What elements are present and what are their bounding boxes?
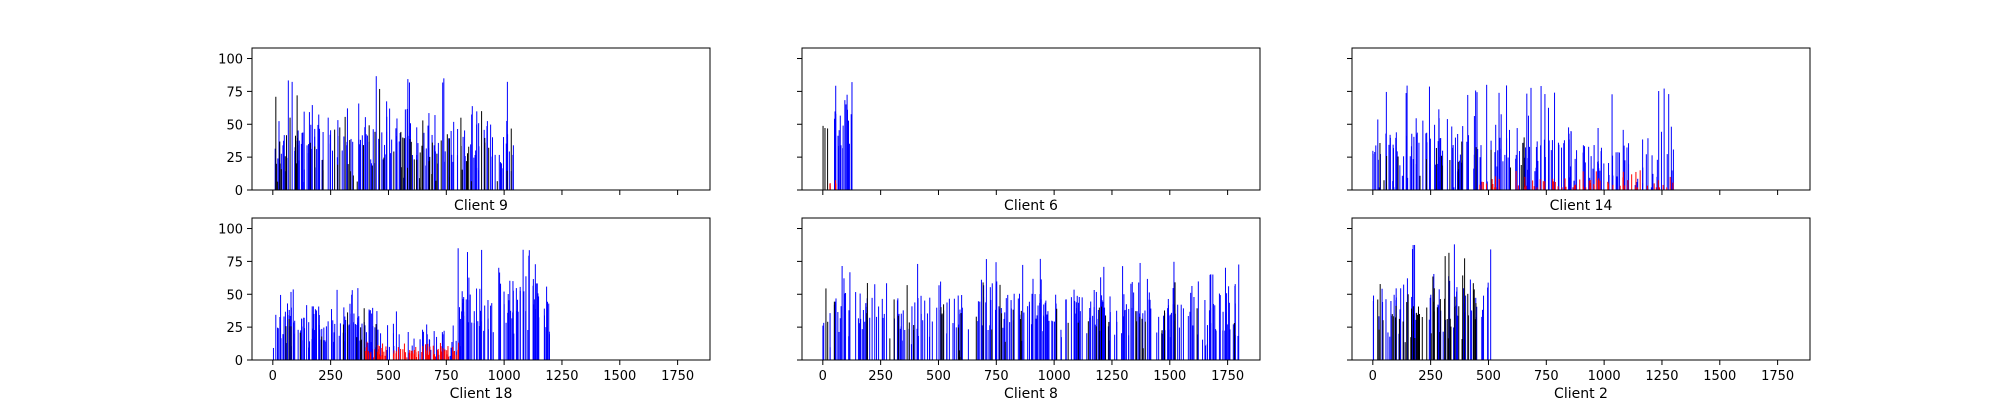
x-tick-label: 1750 — [1761, 369, 1794, 384]
bar-group — [1372, 84, 1674, 190]
x-tick-label: 1250 — [1645, 369, 1678, 384]
bar-group — [822, 258, 1240, 360]
x-tick-label: 500 — [926, 369, 951, 384]
axes-frame — [801, 47, 1261, 191]
panel-title: Client 9 — [454, 198, 508, 214]
x-tick-label: 1250 — [1095, 369, 1128, 384]
x-tick-label: 1750 — [1211, 369, 1244, 384]
x-tick-label: 0 — [269, 369, 277, 384]
x-tick-label: 0 — [819, 369, 827, 384]
y-tick-label: 75 — [226, 85, 243, 100]
bar-group — [1372, 244, 1492, 360]
y-tick-label: 100 — [218, 53, 243, 68]
chart-panel: 0 250 500 750 1000 1250 1500 1750 Client 8 — [797, 217, 1261, 400]
bar-group — [272, 248, 550, 360]
x-tick-label: 750 — [434, 369, 459, 384]
x-tick-label: 500 — [1476, 369, 1501, 384]
x-tick-label: 1000 — [1038, 369, 1071, 384]
y-tick-label: 50 — [226, 288, 243, 303]
x-tick-label: 1750 — [661, 369, 694, 384]
x-tick-label: 250 — [318, 369, 343, 384]
chart-panel: 0 25 50 75 100 Client 9 — [218, 47, 711, 214]
x-tick-label: 1250 — [545, 369, 578, 384]
x-tick-label: 1500 — [603, 369, 636, 384]
panel-title: Client 18 — [450, 386, 513, 400]
panel-title: Client 2 — [1554, 386, 1608, 400]
x-tick-label: 750 — [1534, 369, 1559, 384]
chart-panels: 0 25 50 75 100 Client 9 Client 6 Client 14 0 25 50… — [218, 47, 1811, 400]
x-tick-label: 250 — [1418, 369, 1443, 384]
x-tick-label: 1500 — [1153, 369, 1186, 384]
chart-panel: Client 14 — [1347, 47, 1811, 214]
y-tick-label: 25 — [226, 321, 243, 336]
chart-panel: 0 250 500 750 1000 1250 1500 1750 Client 2 — [1347, 217, 1811, 400]
x-tick-label: 1000 — [1588, 369, 1621, 384]
y-tick-label: 50 — [226, 118, 243, 133]
y-tick-label: 75 — [226, 255, 243, 270]
axes-frame — [801, 217, 1261, 361]
chart-panel: Client 6 — [797, 47, 1261, 214]
x-tick-label: 750 — [984, 369, 1009, 384]
axes-frame — [1351, 217, 1811, 361]
y-tick-label: 0 — [235, 184, 243, 199]
panel-title: Client 8 — [1004, 386, 1058, 400]
y-tick-label: 100 — [218, 223, 243, 238]
y-tick-label: 0 — [235, 354, 243, 369]
axes-frame — [251, 47, 711, 191]
axes-frame — [251, 217, 711, 361]
x-tick-label: 500 — [376, 369, 401, 384]
bar-group — [822, 82, 853, 190]
x-tick-label: 250 — [868, 369, 893, 384]
x-tick-label: 0 — [1369, 369, 1377, 384]
bar-group — [274, 76, 514, 190]
axes-frame — [1351, 47, 1811, 191]
x-tick-label: 1000 — [488, 369, 521, 384]
y-tick-label: 25 — [226, 151, 243, 166]
panel-title: Client 6 — [1004, 198, 1058, 214]
x-tick-label: 1500 — [1703, 369, 1736, 384]
panel-title: Client 14 — [1550, 198, 1613, 214]
